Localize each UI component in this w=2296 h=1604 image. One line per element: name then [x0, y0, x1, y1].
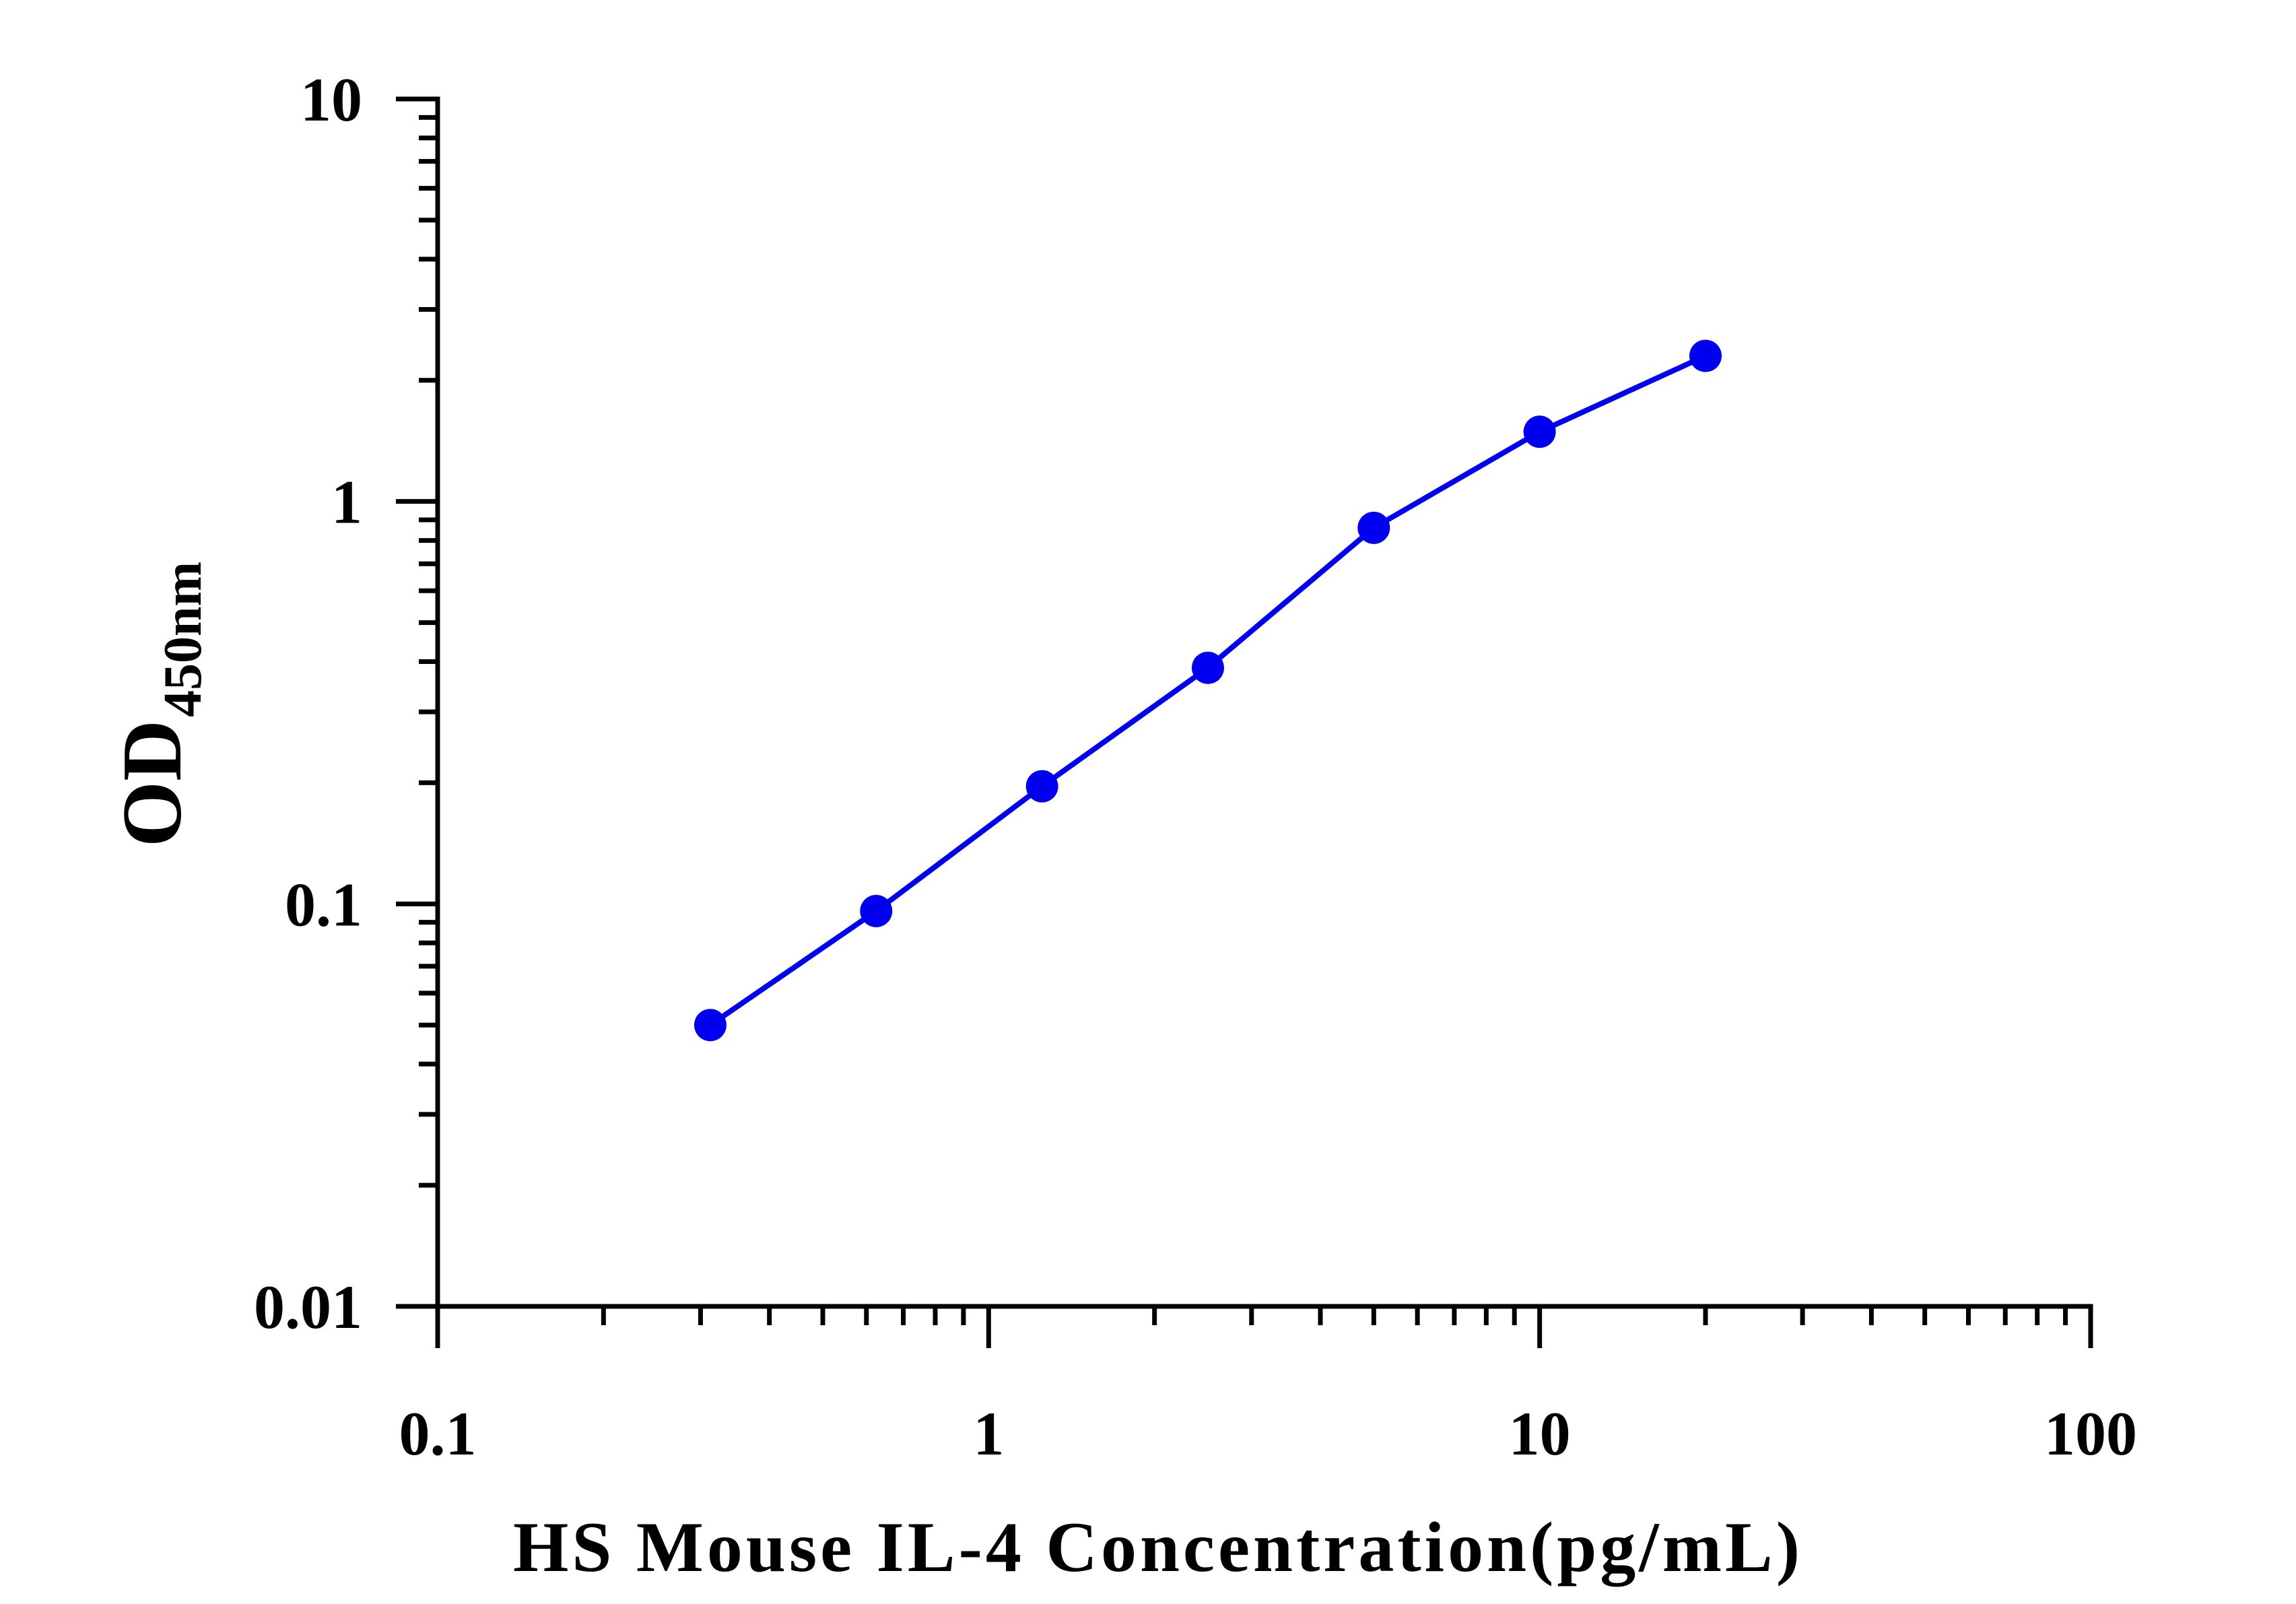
y-axis-title: OD 450nm [106, 562, 213, 847]
series-line [708, 353, 1707, 1028]
y-axis-ticks [396, 96, 438, 1309]
x-tick-label: 10 [1509, 1399, 1571, 1468]
y-tick-label: 0.1 [285, 870, 362, 939]
data-point [1523, 415, 1556, 448]
x-axis-title: HS Mouse IL-4 Concentration(pg/mL) [513, 1508, 1803, 1586]
y-axis-title-main: OD [106, 720, 199, 847]
series-layer [694, 339, 1722, 1042]
y-tick-label: 0.01 [254, 1273, 362, 1341]
data-point [860, 894, 893, 927]
data-point [1025, 770, 1058, 803]
data-point [1191, 651, 1224, 684]
y-axis-title-subscript: 450nm [154, 562, 213, 717]
data-point [694, 1009, 727, 1042]
x-tick-labels: 0.1 1 10 100 [399, 1399, 2138, 1468]
x-axis-ticks [435, 1306, 2093, 1348]
x-tick-label: 1 [973, 1399, 1004, 1468]
y-tick-label: 1 [331, 468, 362, 537]
data-point [1357, 511, 1390, 544]
x-tick-label: 100 [2044, 1399, 2137, 1468]
y-tick-labels: 0.01 0.1 1 10 [254, 65, 362, 1341]
x-tick-label: 0.1 [399, 1399, 477, 1468]
y-tick-label: 10 [300, 65, 362, 134]
data-point [1689, 339, 1722, 372]
